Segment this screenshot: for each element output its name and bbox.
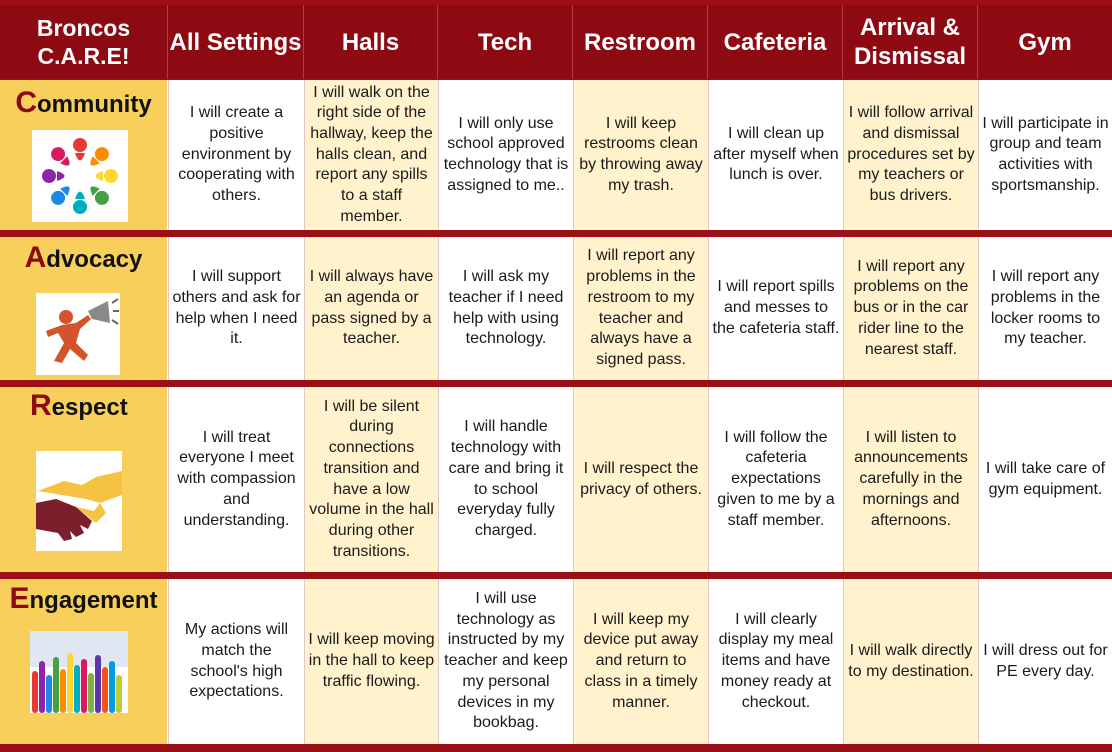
cell-community-cafeteria: I will clean up after myself when lunch …	[708, 80, 843, 230]
cell-respect-restroom: I will respect the privacy of others.	[573, 387, 708, 572]
row-separator	[0, 572, 1112, 579]
cell-advocacy-tech: I will ask my teacher if I need help wit…	[438, 237, 573, 380]
column-header-arrival-dismissal: Arrival & Dismissal	[843, 5, 978, 79]
row-label-community: Community	[0, 80, 167, 230]
cell-respect-cafeteria: I will follow the cafeteria expectations…	[708, 387, 843, 572]
cell-advocacy-halls: I will always have an agenda or pass sig…	[304, 237, 438, 380]
column-header-gym: Gym	[978, 5, 1112, 79]
row-initial: R	[30, 389, 52, 422]
handshake-icon	[36, 451, 122, 551]
row-label-respect: Respect	[0, 387, 167, 572]
cell-engagement-arrival-dismissal: I will walk directly to my destination.	[843, 579, 978, 744]
cell-respect-halls: I will be silent during connections tran…	[304, 387, 438, 572]
cell-community-restroom: I will keep restrooms clean by throwing …	[573, 80, 708, 230]
column-header-all-settings: All Settings	[168, 5, 304, 79]
row-initial: A	[24, 241, 47, 274]
column-header-cafeteria: Cafeteria	[708, 5, 843, 79]
cell-community-arrival-dismissal: I will follow arrival and dismissal proc…	[843, 80, 978, 230]
cell-advocacy-gym: I will report any problems in the locker…	[978, 237, 1112, 380]
cell-engagement-cafeteria: I will clearly display my meal items and…	[708, 579, 843, 744]
column-header-restroom: Restroom	[573, 5, 708, 79]
cell-respect-all-settings: I will treat everyone I meet with compas…	[168, 387, 304, 572]
cell-engagement-all-settings: My actions will match the school's high …	[168, 579, 304, 744]
cell-engagement-tech: I will use technology as instructed by m…	[438, 579, 573, 744]
title-cell: Broncos C.A.R.E!	[0, 5, 168, 79]
cell-community-tech: I will only use school approved technolo…	[438, 80, 573, 230]
people-circle-icon	[32, 130, 128, 222]
cell-respect-gym: I will take care of gym equipment.	[978, 387, 1112, 572]
cell-advocacy-all-settings: I will support others and ask for help w…	[168, 237, 304, 380]
row-separator	[0, 380, 1112, 387]
row-title: dvocacy	[46, 246, 143, 273]
cell-engagement-halls: I will keep moving in the hall to keep t…	[304, 579, 438, 744]
column-header-tech: Tech	[438, 5, 573, 79]
row-label-advocacy: Advocacy	[0, 237, 167, 380]
cell-advocacy-arrival-dismissal: I will report any problems on the bus or…	[843, 237, 978, 380]
row-initial: E	[9, 582, 30, 615]
row-initial: C	[15, 86, 37, 119]
row-separator	[0, 744, 1112, 752]
cell-engagement-restroom: I will keep my device put away and retur…	[573, 579, 708, 744]
cell-respect-tech: I will handle technology with care and b…	[438, 387, 573, 572]
cell-respect-arrival-dismissal: I will listen to announcements carefully…	[843, 387, 978, 572]
cell-engagement-gym: I will dress out for PE every day.	[978, 579, 1112, 744]
cell-community-halls: I will walk on the right side of the hal…	[304, 80, 438, 230]
row-title: ommunity	[37, 91, 152, 118]
cell-community-all-settings: I will create a positive environment by …	[168, 80, 304, 230]
row-title: ngagement	[29, 587, 158, 614]
cell-advocacy-restroom: I will report any problems in the restro…	[573, 237, 708, 380]
cell-advocacy-cafeteria: I will report spills and messes to the c…	[708, 237, 843, 380]
row-separator	[0, 230, 1112, 237]
raised-hands-icon	[30, 631, 128, 713]
cell-community-gym: I will participate in group and team act…	[978, 80, 1112, 230]
column-header-halls: Halls	[304, 5, 438, 79]
row-label-engagement: Engagement	[0, 579, 167, 744]
megaphone-person-icon	[36, 293, 120, 375]
row-title: espect	[51, 394, 128, 421]
